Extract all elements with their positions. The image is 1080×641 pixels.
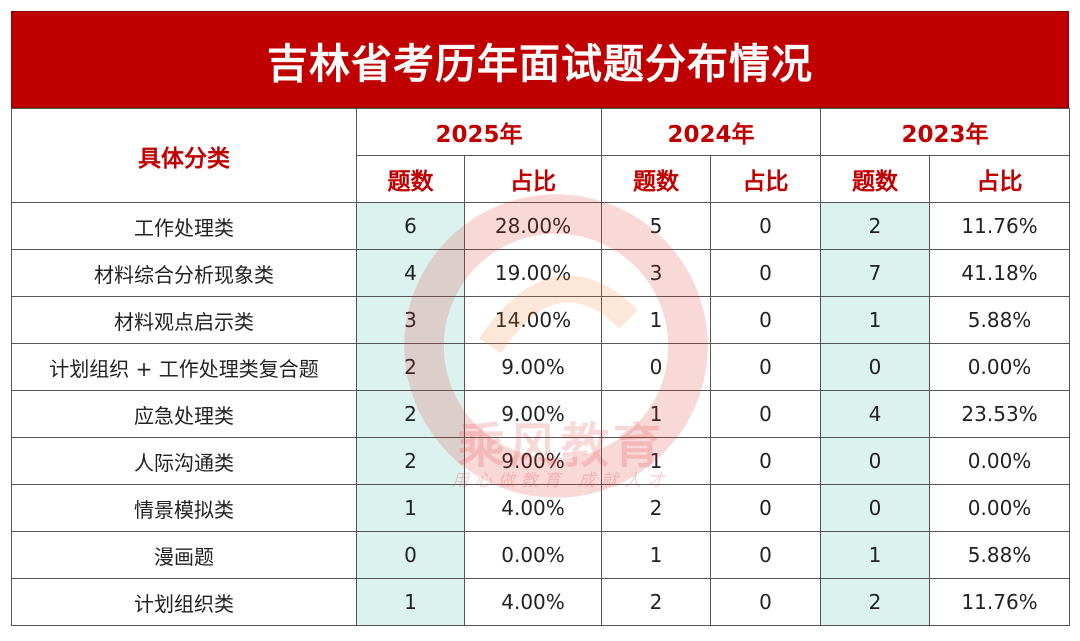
ratio-2024-cell: 0 xyxy=(710,437,822,485)
count-header-2025: 题数 xyxy=(356,155,465,203)
count-header-2024: 题数 xyxy=(601,155,712,203)
table-body: 工作处理类 6 28.00% 5 0 2 11.76% 材料综合分析现象类 4 19.00% 3 0 7… xyxy=(11,202,1071,626)
count-2024-cell: 5 xyxy=(601,202,712,250)
ratio-2023-cell: 23.53% xyxy=(929,390,1071,438)
ratio-2024-cell: 0 xyxy=(710,249,822,297)
category-cell: 计划组织类 xyxy=(11,578,357,626)
count-2025-cell: 0 xyxy=(356,531,465,579)
count-2023-cell: 2 xyxy=(820,202,931,250)
ratio-2025-cell: 9.00% xyxy=(463,390,603,438)
header-row-years: 具体分类 2025年 2024年 2023年 xyxy=(11,108,1071,203)
ratio-2025-cell: 4.00% xyxy=(463,578,603,626)
ratio-2023-cell: 11.76% xyxy=(929,202,1071,250)
ratio-2024-cell: 0 xyxy=(710,202,822,250)
ratio-2024-cell: 0 xyxy=(710,296,822,344)
ratio-2024-cell: 0 xyxy=(710,484,822,532)
count-2023-cell: 0 xyxy=(820,343,931,391)
count-2025-cell: 6 xyxy=(356,202,465,250)
ratio-2025-cell: 19.00% xyxy=(463,249,603,297)
category-cell: 应急处理类 xyxy=(11,390,357,438)
ratio-2024-cell: 0 xyxy=(710,578,822,626)
table-row: 情景模拟类 1 4.00% 2 0 0 0.00% xyxy=(11,484,1071,532)
count-2023-cell: 1 xyxy=(820,531,931,579)
distribution-table: 具体分类 2025年 2024年 2023年 题数 占比 题数 占比 题数 占比… xyxy=(11,108,1071,626)
title-bar: 吉林省考历年面试题分布情况 xyxy=(11,11,1069,108)
category-cell: 材料综合分析现象类 xyxy=(11,249,357,297)
count-2025-cell: 2 xyxy=(356,343,465,391)
count-2024-cell: 0 xyxy=(601,343,712,391)
category-header: 具体分类 xyxy=(11,108,357,203)
ratio-2023-cell: 41.18% xyxy=(929,249,1071,297)
count-2023-cell: 2 xyxy=(820,578,931,626)
ratio-2023-cell: 5.88% xyxy=(929,296,1071,344)
ratio-2024-cell: 0 xyxy=(710,531,822,579)
year-header-2023: 2023年 xyxy=(820,108,1071,156)
table-row: 应急处理类 2 9.00% 1 0 4 23.53% xyxy=(11,390,1071,438)
count-2025-cell: 2 xyxy=(356,437,465,485)
count-2025-cell: 1 xyxy=(356,578,465,626)
count-2024-cell: 2 xyxy=(601,578,712,626)
page-title: 吉林省考历年面试题分布情况 xyxy=(267,39,813,88)
category-cell: 工作处理类 xyxy=(11,202,357,250)
count-2023-cell: 4 xyxy=(820,390,931,438)
count-2024-cell: 1 xyxy=(601,531,712,579)
table-row: 工作处理类 6 28.00% 5 0 2 11.76% xyxy=(11,202,1071,250)
category-cell: 人际沟通类 xyxy=(11,437,357,485)
table-row: 漫画题 0 0.00% 1 0 1 5.88% xyxy=(11,531,1071,579)
ratio-2023-cell: 11.76% xyxy=(929,578,1071,626)
count-2024-cell: 1 xyxy=(601,437,712,485)
ratio-2025-cell: 9.00% xyxy=(463,343,603,391)
count-2025-cell: 2 xyxy=(356,390,465,438)
table-row: 材料观点启示类 3 14.00% 1 0 1 5.88% xyxy=(11,296,1071,344)
count-2024-cell: 1 xyxy=(601,296,712,344)
ratio-2023-cell: 5.88% xyxy=(929,531,1071,579)
category-cell: 情景模拟类 xyxy=(11,484,357,532)
category-cell: 计划组织 + 工作处理类复合题 xyxy=(11,343,357,391)
ratio-2025-cell: 14.00% xyxy=(463,296,603,344)
count-2025-cell: 4 xyxy=(356,249,465,297)
ratio-2024-cell: 0 xyxy=(710,390,822,438)
count-2024-cell: 2 xyxy=(601,484,712,532)
category-cell: 漫画题 xyxy=(11,531,357,579)
year-header-2025: 2025年 xyxy=(355,108,603,156)
count-2025-cell: 1 xyxy=(356,484,465,532)
count-2023-cell: 0 xyxy=(820,484,931,532)
table-row: 材料综合分析现象类 4 19.00% 3 0 7 41.18% xyxy=(11,249,1071,297)
count-2023-cell: 7 xyxy=(820,249,931,297)
ratio-2024-cell: 0 xyxy=(710,343,822,391)
count-2025-cell: 3 xyxy=(356,296,465,344)
ratio-2023-cell: 0.00% xyxy=(929,437,1071,485)
ratio-2023-cell: 0.00% xyxy=(929,484,1071,532)
category-cell: 材料观点启示类 xyxy=(11,296,357,344)
count-2024-cell: 3 xyxy=(601,249,712,297)
ratio-2025-cell: 9.00% xyxy=(463,437,603,485)
ratio-2025-cell: 28.00% xyxy=(463,202,603,250)
count-2024-cell: 1 xyxy=(601,390,712,438)
count-2023-cell: 0 xyxy=(820,437,931,485)
year-header-2024: 2024年 xyxy=(601,108,822,156)
table-container: 吉林省考历年面试题分布情况 具体分类 2025年 2024年 2023年 题数 … xyxy=(11,11,1071,630)
ratio-header-2025: 占比 xyxy=(463,155,603,203)
table-row: 人际沟通类 2 9.00% 1 0 0 0.00% xyxy=(11,437,1071,485)
ratio-header-2024: 占比 xyxy=(710,155,822,203)
ratio-2025-cell: 4.00% xyxy=(463,484,603,532)
ratio-header-2023: 占比 xyxy=(929,155,1071,203)
ratio-2023-cell: 0.00% xyxy=(929,343,1071,391)
count-2023-cell: 1 xyxy=(820,296,931,344)
table-row: 计划组织类 1 4.00% 2 0 2 11.76% xyxy=(11,578,1071,626)
ratio-2025-cell: 0.00% xyxy=(463,531,603,579)
table-row: 计划组织 + 工作处理类复合题 2 9.00% 0 0 0 0.00% xyxy=(11,343,1071,391)
count-header-2023: 题数 xyxy=(820,155,931,203)
